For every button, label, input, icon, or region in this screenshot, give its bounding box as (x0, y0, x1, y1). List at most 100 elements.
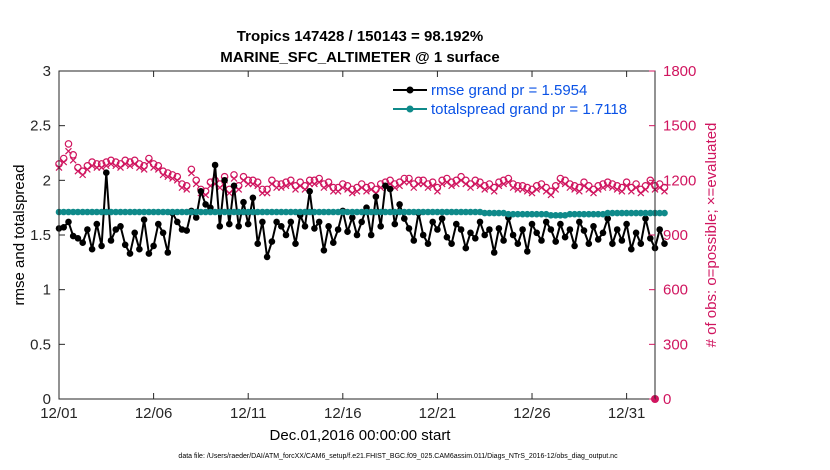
point-totalspread (202, 208, 209, 216)
point-rmse (320, 247, 328, 254)
point-rmse (358, 218, 366, 226)
point-rmse (528, 220, 536, 228)
point-evaluated (599, 184, 607, 192)
point-totalspread (637, 209, 645, 217)
point-evaluated (292, 186, 299, 193)
y2-axis-label: # of obs: o=possible; ×=evaluated (703, 123, 720, 348)
point-evaluated (405, 178, 413, 186)
point-evaluated (65, 147, 72, 155)
point-totalspread (462, 208, 470, 216)
point-evaluated (632, 184, 640, 192)
point-totalspread (107, 208, 115, 216)
point-rmse (547, 226, 555, 233)
point-totalspread (263, 208, 271, 216)
point-evaluated (178, 184, 186, 192)
point-rmse (126, 250, 134, 257)
y2-tick-label: 0 (663, 391, 671, 408)
point-rmse (500, 237, 507, 244)
point-evaluated (486, 184, 493, 192)
point-rmse (594, 236, 602, 243)
point-rmse (263, 253, 271, 261)
point-totalspread (240, 208, 247, 216)
y2-tick-label: 1500 (663, 118, 696, 135)
point-totalspread (84, 208, 91, 216)
point-totalspread (325, 208, 332, 216)
point-evaluated (646, 180, 654, 188)
point-rmse (140, 216, 148, 223)
point-evaluated (438, 180, 446, 188)
point-evaluated (173, 176, 181, 184)
point-evaluated (98, 164, 105, 172)
point-totalspread (268, 208, 276, 216)
point-evaluated (192, 180, 200, 188)
point-evaluated (433, 187, 441, 195)
point-totalspread (79, 208, 86, 216)
point-evaluated (528, 189, 536, 197)
point-evaluated (121, 160, 129, 168)
point-rmse (202, 201, 209, 208)
point-totalspread (419, 208, 427, 216)
point-totalspread (126, 208, 134, 216)
point-evaluated (542, 187, 550, 195)
point-rmse (457, 226, 465, 233)
point-rmse (599, 229, 607, 237)
y-tick-label: 0 (43, 391, 51, 408)
point-rmse (434, 226, 441, 233)
point-totalspread (74, 208, 82, 216)
point-rmse (117, 223, 124, 230)
point-evaluated (102, 162, 110, 170)
point-totalspread (410, 208, 418, 216)
point-evaluated (613, 186, 621, 193)
legend: rmse grand pr = 1.5954 totalspread grand… (390, 78, 652, 122)
point-rmse (159, 229, 167, 237)
data-file-footer: data file: /Users/raeder/DAI/ATM_forcXX/… (178, 453, 618, 460)
point-rmse (647, 235, 654, 242)
point-rmse (509, 231, 517, 239)
point-evaluated (490, 187, 498, 195)
point-totalspread (320, 208, 328, 216)
point-totalspread (481, 209, 489, 217)
point-evaluated (107, 160, 115, 168)
legend-label-rmse: rmse grand pr = 1.5954 (431, 82, 587, 99)
point-rmse (396, 201, 403, 208)
x-tick-label: 12/01 (40, 405, 78, 422)
point-evaluated (552, 186, 560, 193)
point-rmse (150, 242, 157, 250)
point-totalspread (571, 210, 578, 218)
point-rmse (268, 238, 276, 245)
point-totalspread (315, 208, 323, 216)
point-rmse (74, 235, 82, 242)
point-rmse (613, 226, 621, 233)
point-evaluated (443, 178, 451, 186)
legend-background (390, 78, 652, 122)
point-rmse (590, 223, 597, 230)
point-totalspread (382, 208, 389, 216)
point-evaluated (358, 184, 366, 192)
point-totalspread (391, 208, 399, 216)
point-rmse (301, 223, 309, 230)
point-totalspread (65, 208, 72, 216)
point-totalspread (69, 208, 77, 216)
left-axis-marks (55, 161, 668, 261)
point-evaluated (575, 187, 583, 195)
point-totalspread (405, 208, 413, 216)
point-rmse (344, 228, 351, 235)
point-evaluated (254, 182, 262, 190)
point-totalspread (590, 210, 597, 218)
point-rmse (192, 214, 200, 221)
point-evaluated (481, 186, 489, 193)
y2-tick-label: 600 (663, 282, 688, 299)
point-evaluated (457, 176, 465, 184)
point-totalspread (339, 208, 347, 216)
point-evaluated (500, 180, 508, 188)
point-totalspread (438, 208, 446, 216)
point-rmse (60, 224, 67, 231)
point-evaluated (609, 184, 616, 192)
point-evaluated (618, 187, 626, 195)
point-rmse (311, 225, 318, 232)
point-totalspread (609, 209, 616, 217)
x-tick-label: 12/16 (324, 405, 362, 422)
point-rmse (282, 231, 290, 239)
point-rmse (131, 229, 138, 237)
point-evaluated (334, 187, 342, 195)
